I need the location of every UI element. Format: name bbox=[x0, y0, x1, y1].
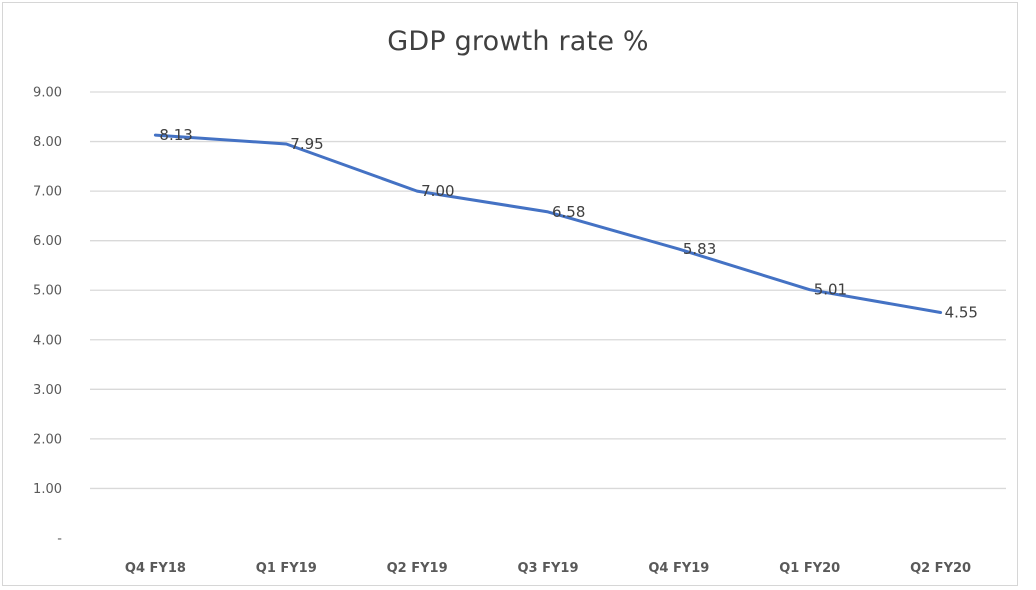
series-lines bbox=[153, 133, 943, 314]
x-tick-label: Q1 FY19 bbox=[256, 561, 317, 576]
x-tick-label: Q3 FY19 bbox=[517, 561, 578, 576]
x-tick-label: Q1 FY20 bbox=[779, 561, 840, 576]
gridlines bbox=[90, 91, 1006, 490]
chart-title: GDP growth rate % bbox=[387, 26, 649, 57]
data-label: 4.55 bbox=[945, 304, 978, 322]
y-tick-label: 5.00 bbox=[33, 284, 62, 299]
x-axis-ticks: Q4 FY18 Q1 FY19 Q2 FY19 Q3 FY19 Q4 FY19 Q1 FY… bbox=[125, 561, 971, 576]
series-line bbox=[153, 133, 943, 314]
y-tick-label: 8.00 bbox=[33, 135, 62, 150]
data-label: 7.95 bbox=[290, 135, 323, 153]
x-tick-label: Q2 FY20 bbox=[910, 561, 971, 576]
data-label: 5.83 bbox=[683, 240, 716, 258]
x-tick-label: Q2 FY19 bbox=[387, 561, 448, 576]
x-tick-label: Q4 FY18 bbox=[125, 561, 186, 576]
data-label: 6.58 bbox=[552, 203, 585, 221]
x-tick-label: Q4 FY19 bbox=[648, 561, 709, 576]
data-label: 8.13 bbox=[159, 126, 192, 144]
y-tick-label: - bbox=[57, 532, 62, 547]
y-tick-label: 9.00 bbox=[33, 86, 62, 101]
y-tick-label: 7.00 bbox=[33, 185, 62, 200]
data-label: 7.00 bbox=[421, 182, 454, 200]
y-axis-ticks: - 1.00 2.00 3.00 4.00 5.00 6.00 7.00 8.00 9.00 bbox=[33, 86, 62, 547]
y-tick-label: 3.00 bbox=[33, 383, 62, 398]
data-labels: 8.13 7.95 7.00 6.58 5.83 5.01 4.55 bbox=[159, 126, 978, 321]
y-tick-label: 2.00 bbox=[33, 432, 62, 447]
y-tick-label: 4.00 bbox=[33, 333, 62, 348]
y-tick-label: 1.00 bbox=[33, 482, 62, 497]
y-tick-label: 6.00 bbox=[33, 234, 62, 249]
data-label: 5.01 bbox=[814, 281, 847, 299]
